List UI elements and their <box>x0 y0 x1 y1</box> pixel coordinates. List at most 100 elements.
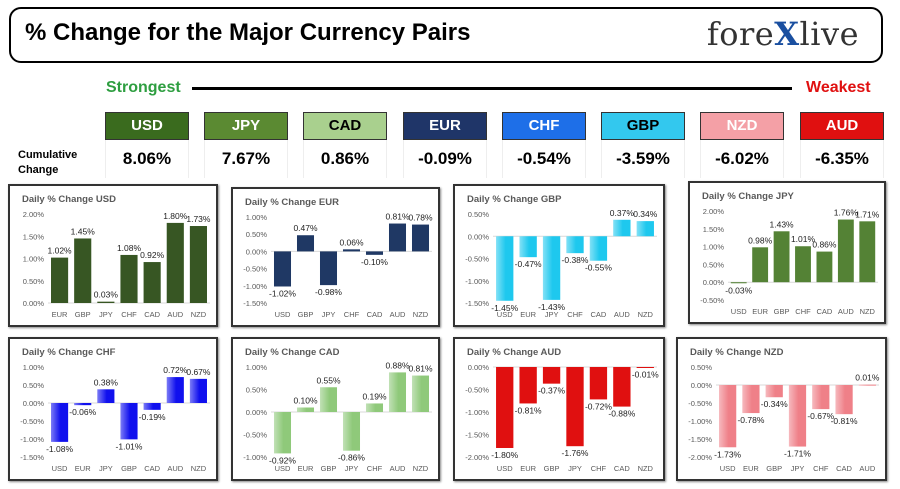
bar <box>296 235 315 252</box>
cumulative-change-label: Cumulative Change <box>18 148 84 178</box>
data-label: 0.34% <box>633 209 658 219</box>
bar <box>613 367 631 407</box>
cumulative-change-value: -0.09% <box>403 140 487 178</box>
bar <box>51 257 69 303</box>
x-tick-label: EUR <box>520 310 536 319</box>
x-tick-label: USD <box>52 464 68 473</box>
y-tick-label: -1.50% <box>20 453 44 462</box>
data-label: -0.67% <box>807 411 834 421</box>
data-label: -1.45% <box>491 303 518 313</box>
bar <box>636 221 654 237</box>
chart-nzd: Daily % Change NZD -2.00% -1.50% -1.00% -0.5… <box>688 347 880 473</box>
y-tick-label: -0.50% <box>20 417 44 426</box>
y-tick-label: 0.00% <box>23 399 45 408</box>
data-label: 0.10% <box>293 396 318 406</box>
x-tick-label: EUR <box>298 464 314 473</box>
data-label: 1.73% <box>186 214 211 224</box>
currency-box-gbp: GBP -3.59% <box>601 112 685 178</box>
data-label: -0.88% <box>608 409 635 419</box>
chart-title: Daily % Change CAD <box>245 347 340 358</box>
chart-title: Daily % Change GBP <box>467 194 562 205</box>
bar <box>319 251 338 286</box>
data-label: -1.08% <box>46 444 73 454</box>
bar <box>342 249 361 252</box>
chart-panel-cad: Daily % Change CAD -1.00% -0.50% 0.00% 0.50%… <box>231 337 440 481</box>
y-tick-label: 1.50% <box>703 225 725 234</box>
chart-eur: Daily % Change EUR -1.50% -1.00% -0.50% 0.00… <box>243 197 433 319</box>
x-tick-label: NZD <box>413 310 429 319</box>
bar <box>835 385 853 415</box>
cumulative-label-line1: Cumulative <box>18 149 78 161</box>
bar <box>143 262 161 303</box>
data-label: -1.43% <box>538 302 565 312</box>
cumulative-change-value: 7.67% <box>204 140 288 178</box>
bar <box>719 385 737 448</box>
y-tick-label: -1.50% <box>688 435 712 444</box>
data-label: 0.88% <box>385 360 410 370</box>
x-tick-label: AUD <box>167 464 183 473</box>
data-label: 0.98% <box>748 235 773 245</box>
bar <box>319 387 338 412</box>
bar <box>388 223 407 252</box>
x-tick-label: CAD <box>367 310 383 319</box>
bar <box>365 403 384 412</box>
y-tick-label: -1.50% <box>465 431 489 440</box>
bar <box>411 224 430 252</box>
currency-code: AUD <box>800 112 884 140</box>
logo-text-right: live <box>799 15 859 53</box>
chart-gbp: Daily % Change GBP -1.50% -1.00% -0.50% 0.00… <box>465 194 658 319</box>
bar <box>342 412 361 451</box>
y-tick-label: 0.50% <box>691 363 713 372</box>
x-tick-label: USD <box>497 310 513 319</box>
chart-usd: Daily % Change USD 0.00% 0.50% 1.00% 1.50% 2.… <box>22 194 211 319</box>
currency-code: CAD <box>303 112 387 140</box>
x-tick-label: JPY <box>99 464 113 473</box>
x-tick-label: CHF <box>591 464 607 473</box>
chart-chf: Daily % Change CHF -1.50% -1.00% -0.50% 0.00… <box>20 347 211 473</box>
x-tick-label: JPY <box>345 464 359 473</box>
x-tick-label: USD <box>731 307 747 316</box>
data-label: 0.86% <box>812 240 837 250</box>
x-tick-label: EUR <box>520 464 536 473</box>
x-tick-label: USD <box>497 464 513 473</box>
currency-box-nzd: NZD -6.02% <box>700 112 784 178</box>
currency-box-eur: EUR -0.09% <box>403 112 487 178</box>
weakest-label: Weakest <box>806 79 871 96</box>
data-label: 1.08% <box>117 243 142 253</box>
y-tick-label: -1.00% <box>465 408 489 417</box>
y-tick-label: 0.00% <box>468 232 490 241</box>
data-label: -1.02% <box>269 288 296 298</box>
currency-code: JPY <box>204 112 288 140</box>
data-label: 1.01% <box>791 234 816 244</box>
data-label: 0.92% <box>140 250 165 260</box>
y-tick-label: 0.00% <box>246 408 268 417</box>
y-tick-label: 0.00% <box>703 278 725 287</box>
y-tick-label: 0.00% <box>246 247 268 256</box>
chart-cad: Daily % Change CAD -1.00% -0.50% 0.00% 0.50%… <box>243 347 433 473</box>
data-label: -0.47% <box>515 259 542 269</box>
data-label: 1.76% <box>834 208 859 218</box>
y-tick-label: -0.50% <box>688 399 712 408</box>
x-tick-label: CAD <box>144 464 160 473</box>
x-tick-label: CHF <box>121 310 137 319</box>
strength-scale-line <box>192 87 792 90</box>
x-tick-label: CAD <box>591 310 607 319</box>
chart-title: Daily % Change JPY <box>702 191 795 202</box>
data-label: -1.01% <box>116 441 143 451</box>
data-label: 0.81% <box>385 212 410 222</box>
logo-x-mark: X <box>774 15 800 53</box>
bar <box>143 403 161 410</box>
x-tick-label: EUR <box>743 464 759 473</box>
bar <box>365 251 384 255</box>
bar <box>273 412 292 454</box>
x-tick-label: AUD <box>614 310 630 319</box>
bar <box>858 384 876 386</box>
x-tick-label: EUR <box>52 310 68 319</box>
currency-box-usd: USD 8.06% <box>105 112 189 178</box>
data-label: -0.81% <box>515 405 542 415</box>
bar <box>589 367 608 400</box>
data-label: -0.06% <box>69 407 96 417</box>
y-tick-label: -1.50% <box>243 299 267 308</box>
x-tick-label: USD <box>720 464 736 473</box>
bar <box>742 385 760 414</box>
